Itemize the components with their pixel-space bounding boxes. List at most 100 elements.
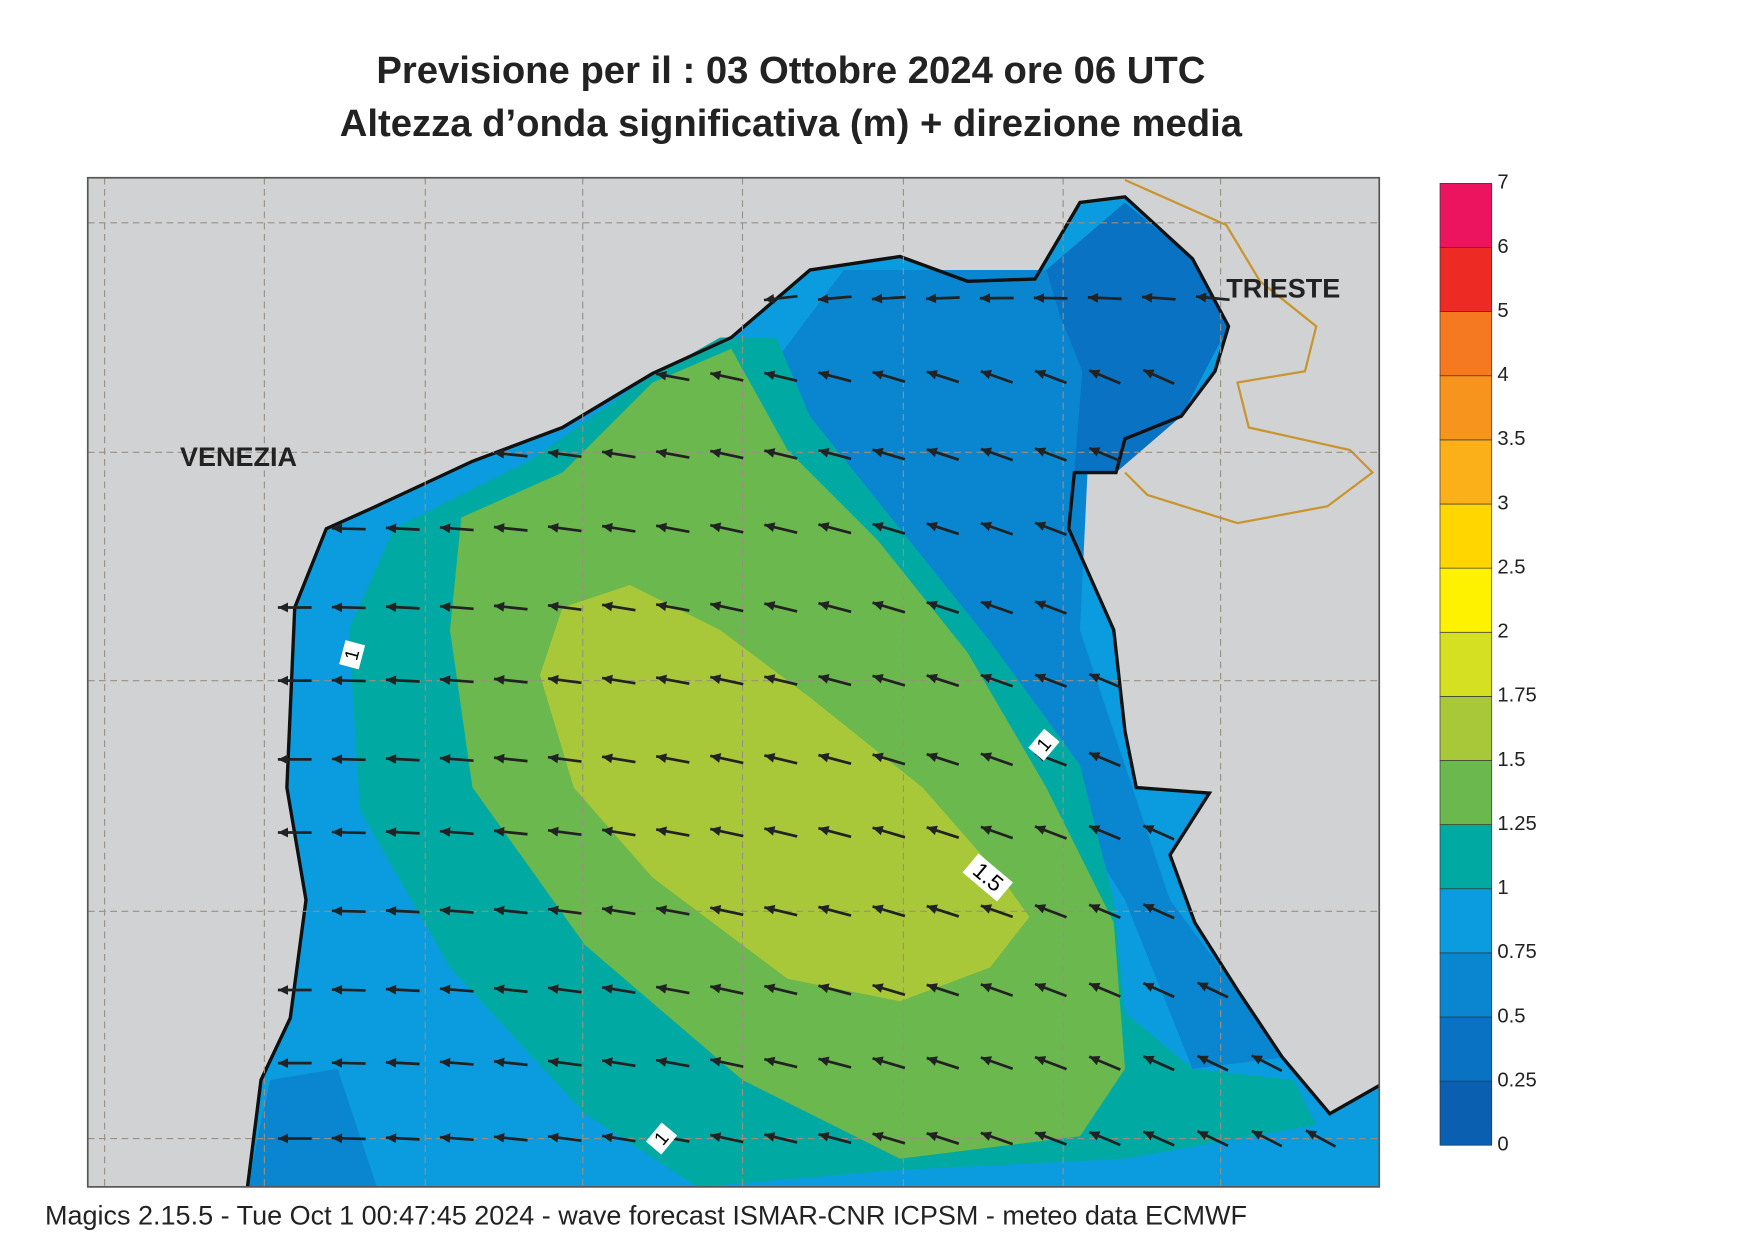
arrow-head: [1089, 447, 1101, 457]
arrow-head: [1034, 1131, 1047, 1141]
arrow-head: [548, 1132, 559, 1143]
arrow-head: [439, 827, 451, 837]
arrow-head: [925, 293, 937, 304]
arrow-head: [872, 1056, 884, 1066]
colorbar-swatch: [1439, 696, 1493, 761]
arrow-head: [385, 827, 397, 838]
arrow-head: [980, 752, 993, 762]
colorbar-label: 6: [1497, 236, 1508, 258]
arrow-head: [331, 754, 343, 765]
arrow-head: [872, 904, 884, 915]
arrow-head: [656, 983, 668, 994]
arrow-head: [602, 753, 613, 764]
arrow-head: [439, 602, 451, 612]
arrow-head: [493, 448, 505, 459]
arrow-head: [1197, 982, 1209, 992]
place-label: TRIESTE: [1226, 273, 1340, 303]
arrow-head: [1087, 292, 1099, 303]
map-area: VENEZIA TRIESTE 1 1 1.5 1: [87, 177, 1380, 1187]
arrow-head: [493, 601, 505, 612]
arrow-head: [331, 984, 343, 995]
arrow-head: [277, 1133, 289, 1144]
arrow-head: [926, 447, 938, 458]
arrow-head: [1197, 1131, 1209, 1141]
colorbar-label: 1.25: [1497, 813, 1536, 835]
arrow-head: [926, 825, 938, 836]
arrow-head: [1034, 904, 1047, 914]
arrow-head: [980, 904, 993, 914]
colorbar-swatch: [1439, 952, 1493, 1018]
arrow-head: [331, 906, 343, 916]
arrow-head: [1034, 983, 1047, 993]
arrow-head: [331, 1133, 343, 1144]
arrow-head: [548, 674, 559, 685]
arrow-head: [331, 1058, 343, 1068]
arrow-head: [493, 523, 505, 533]
colorbar-label: 3: [1497, 492, 1508, 514]
title: Previsione per il : 03 Ottobre 2024 ore …: [376, 49, 1205, 92]
arrow-head: [439, 1057, 451, 1068]
zone: [247, 1068, 377, 1187]
arrow-head: [548, 601, 559, 612]
arrow-head: [439, 523, 451, 534]
arrow-head: [872, 1131, 884, 1142]
arrow-head: [1143, 904, 1155, 913]
arrow-head: [1251, 1130, 1263, 1140]
colorbar-label: 0.25: [1497, 1069, 1536, 1091]
arrow-head: [818, 1132, 830, 1142]
arrow-head: [710, 1132, 722, 1142]
arrow-head: [1143, 1131, 1155, 1141]
arrow-head: [1143, 982, 1155, 992]
arrow-head: [439, 1133, 451, 1143]
arrow-head: [979, 293, 991, 304]
contour-label: 1: [341, 647, 364, 663]
arrow-head: [1089, 752, 1101, 762]
arrow-head: [493, 826, 505, 837]
arrow-head: [980, 370, 993, 380]
arrow-head: [439, 984, 451, 995]
arrow-head: [818, 826, 830, 836]
arrow-head: [602, 1057, 613, 1067]
arrow-head: [331, 827, 343, 838]
arrow-head: [872, 825, 884, 836]
arrow-head: [1089, 904, 1101, 914]
arrow-head: [1143, 369, 1155, 379]
colorbar-swatch: [1439, 888, 1493, 954]
arrow-head: [710, 826, 722, 836]
colorbar-label: 3.5: [1497, 428, 1525, 450]
arrow-head: [1143, 1055, 1155, 1065]
colorbar: 0 0.25 0.5 0.75 1 1.25 1.5 1.75 2 2.5 3 3.5 4 5 6 7: [1439, 172, 1537, 1156]
arrow-head: [1034, 825, 1047, 835]
arrow-head: [602, 601, 613, 612]
arrow-head: [277, 754, 289, 765]
arrow-head: [602, 674, 613, 685]
arrow-head: [385, 754, 397, 764]
arrow-head: [764, 601, 776, 611]
arrow-head: [764, 826, 776, 836]
arrow-head: [656, 448, 668, 459]
arrow-head: [710, 983, 722, 994]
arrow-head: [980, 825, 993, 835]
arrow-head: [656, 753, 668, 763]
arrow-head: [1197, 1055, 1209, 1065]
arrow-head: [1034, 673, 1047, 683]
colorbar-label: 0: [1497, 1134, 1508, 1156]
arrow-head: [1141, 292, 1153, 303]
arrow-head: [548, 753, 559, 764]
arrow-head: [926, 673, 938, 684]
arrow-head: [818, 674, 830, 684]
arrow-head: [1034, 1056, 1047, 1066]
arrow-head: [602, 1132, 613, 1143]
arrow-head: [493, 984, 505, 995]
arrow-head: [764, 448, 776, 458]
arrow-head: [764, 904, 776, 915]
colorbar-swatch: [1439, 631, 1493, 697]
arrow-head: [439, 905, 451, 916]
arrow-head: [872, 447, 884, 458]
arrow-head: [1034, 521, 1047, 531]
colorbar-swatch: [1439, 247, 1493, 312]
arrow-head: [602, 984, 613, 994]
arrow-head: [1033, 293, 1045, 303]
